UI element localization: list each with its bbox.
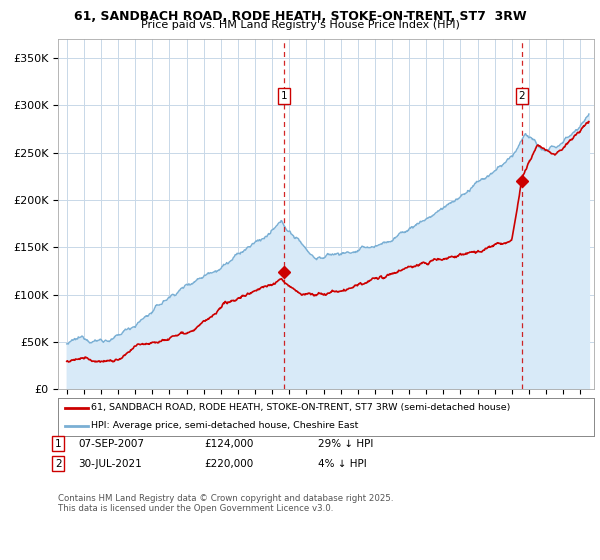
- Text: 07-SEP-2007: 07-SEP-2007: [78, 438, 144, 449]
- Text: 29% ↓ HPI: 29% ↓ HPI: [318, 438, 373, 449]
- Text: Contains HM Land Registry data © Crown copyright and database right 2025.
This d: Contains HM Land Registry data © Crown c…: [58, 494, 394, 514]
- Text: HPI: Average price, semi-detached house, Cheshire East: HPI: Average price, semi-detached house,…: [91, 421, 359, 430]
- Text: 61, SANDBACH ROAD, RODE HEATH, STOKE-ON-TRENT, ST7 3RW (semi-detached house): 61, SANDBACH ROAD, RODE HEATH, STOKE-ON-…: [91, 403, 511, 412]
- Text: 4% ↓ HPI: 4% ↓ HPI: [318, 459, 367, 469]
- Text: £220,000: £220,000: [204, 459, 253, 469]
- Text: 2: 2: [518, 91, 525, 101]
- Text: £124,000: £124,000: [204, 438, 253, 449]
- Text: 2: 2: [55, 459, 62, 469]
- Text: 1: 1: [281, 91, 287, 101]
- Text: 1: 1: [55, 438, 62, 449]
- Text: 61, SANDBACH ROAD, RODE HEATH, STOKE-ON-TRENT, ST7  3RW: 61, SANDBACH ROAD, RODE HEATH, STOKE-ON-…: [74, 10, 526, 23]
- Text: 30-JUL-2021: 30-JUL-2021: [78, 459, 142, 469]
- Text: Price paid vs. HM Land Registry's House Price Index (HPI): Price paid vs. HM Land Registry's House …: [140, 20, 460, 30]
